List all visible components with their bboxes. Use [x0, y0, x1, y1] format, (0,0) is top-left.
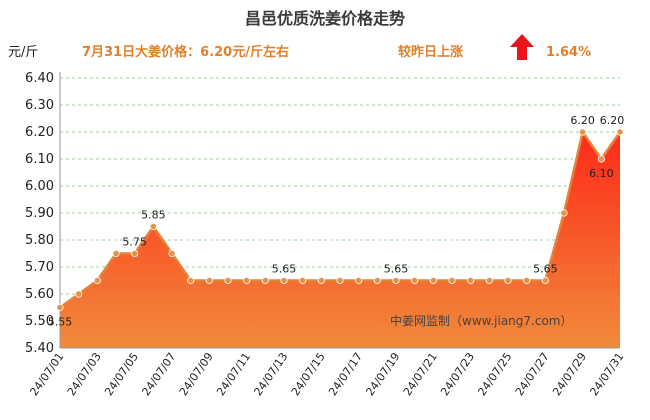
data-point [579, 128, 587, 136]
data-point [112, 249, 120, 258]
x-tick-label: 24/07/11 [214, 350, 253, 398]
y-tick-label: 6.10 [25, 152, 54, 167]
x-tick-label: 24/07/09 [177, 350, 216, 398]
x-tick-label: 24/07/07 [139, 350, 178, 398]
data-label: 5.55 [48, 316, 73, 329]
data-point [187, 276, 195, 285]
y-tick-label: 6.00 [25, 179, 54, 194]
x-tick-label: 24/07/03 [65, 350, 104, 398]
data-point [467, 276, 475, 285]
data-point [149, 222, 157, 231]
data-point [168, 249, 176, 258]
y-tick-label: 5.90 [25, 206, 54, 221]
data-point [597, 155, 605, 163]
x-tick-label: 24/07/19 [363, 350, 402, 398]
y-tick-label: 5.40 [25, 341, 54, 356]
data-point [560, 209, 568, 217]
data-point [485, 276, 493, 285]
data-point [93, 276, 101, 285]
y-tick-label: 6.20 [25, 125, 54, 140]
data-point [616, 128, 624, 136]
data-point [56, 303, 64, 312]
price-area [60, 132, 620, 348]
data-point [261, 276, 269, 285]
x-tick-label: 24/07/23 [438, 350, 477, 398]
data-label: 6.20 [570, 114, 595, 127]
up-arrow-icon [510, 34, 534, 60]
data-label: 5.85 [141, 209, 166, 222]
y-tick-label: 6.40 [25, 71, 54, 86]
data-point [504, 276, 512, 285]
data-label: 5.75 [122, 236, 147, 249]
data-point [75, 290, 83, 298]
x-tick-label: 24/07/25 [475, 350, 514, 398]
chart-title: 昌邑优质洗姜价格走势 [245, 9, 405, 28]
x-tick-label: 24/07/21 [401, 350, 440, 398]
data-point [523, 276, 531, 285]
data-point [299, 276, 307, 285]
x-tick-label: 24/07/13 [251, 350, 290, 398]
data-point [280, 276, 288, 285]
data-point [205, 276, 213, 285]
data-label: 5.65 [533, 263, 558, 276]
x-tick-label: 24/07/01 [27, 350, 66, 398]
data-label: 6.20 [600, 114, 625, 127]
subtitle-change-value: 1.64% [546, 45, 591, 60]
data-label: 6.10 [589, 167, 614, 180]
y-tick-label: 5.50 [25, 314, 54, 329]
data-label: 5.65 [384, 263, 409, 276]
subtitle-price: 7月31日大姜价格：6.20元/斤左右 [82, 44, 289, 60]
y-tick-label: 5.60 [25, 287, 54, 302]
y-axis-label: 元/斤 [8, 45, 38, 60]
x-tick-label: 24/07/15 [289, 350, 328, 398]
data-point [131, 249, 139, 258]
data-point [317, 276, 325, 285]
data-point [224, 276, 232, 285]
data-point [243, 276, 251, 285]
x-tick-label: 24/07/29 [550, 350, 589, 398]
data-point [429, 276, 437, 285]
data-label: 5.65 [272, 263, 297, 276]
data-point [448, 276, 456, 285]
data-point [392, 276, 400, 285]
x-tick-label: 24/07/05 [102, 350, 141, 398]
y-tick-label: 5.70 [25, 260, 54, 275]
x-tick-label: 24/07/27 [513, 350, 552, 398]
data-point [336, 276, 344, 285]
x-tick-label: 24/07/17 [326, 350, 365, 398]
data-point [541, 276, 549, 285]
subtitle-change-label: 较昨日上涨 [398, 44, 463, 60]
data-point [411, 276, 419, 285]
data-point [373, 276, 381, 285]
watermark: 中姜网监制（www.jiang7.com） [390, 313, 572, 328]
y-tick-label: 6.30 [25, 98, 54, 113]
x-tick-label: 24/07/31 [587, 350, 626, 398]
data-point [355, 276, 363, 285]
y-tick-label: 5.80 [25, 233, 54, 248]
